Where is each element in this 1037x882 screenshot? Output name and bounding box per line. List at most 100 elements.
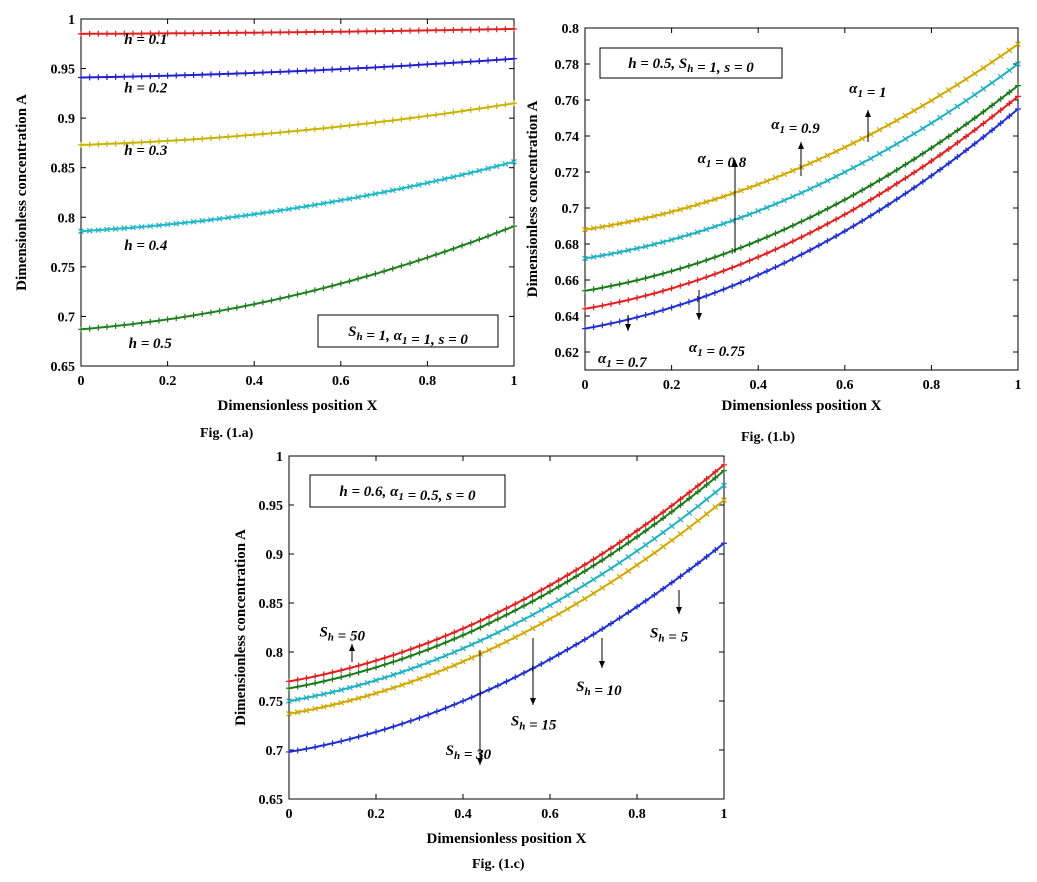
marker-b-4 — [885, 201, 892, 208]
parameter-box-c — [309, 474, 506, 508]
marker-a-3 — [511, 158, 517, 165]
marker-a-2 — [225, 133, 232, 140]
marker-b-4 — [789, 255, 796, 262]
marker-a-4 — [337, 280, 344, 287]
x-tick-label-b: 1 — [1015, 378, 1022, 393]
marker-a-4 — [190, 312, 197, 319]
marker-c-3 — [407, 678, 414, 685]
marker-c-4 — [607, 620, 614, 627]
marker-b-3 — [815, 225, 822, 232]
marker-b-0 — [971, 70, 978, 77]
marker-a-0 — [485, 26, 492, 33]
marker-c-0 — [486, 613, 493, 620]
marker-c-3 — [547, 615, 553, 622]
y-tick-label-a: 0.65 — [51, 360, 76, 375]
marker-c-0 — [625, 533, 632, 540]
marker-b-2 — [625, 279, 632, 286]
marker-b-3 — [850, 206, 857, 213]
marker-b-4 — [590, 324, 597, 331]
marker-b-1 — [755, 208, 762, 214]
y-axis-label-c: Dimensionless concentration A — [233, 529, 249, 726]
marker-c-1 — [503, 611, 510, 618]
marker-a-4 — [78, 326, 84, 333]
marker-a-4 — [129, 321, 136, 328]
marker-a-3 — [415, 181, 422, 188]
marker-b-3 — [963, 133, 970, 140]
marker-b-2 — [746, 241, 753, 248]
series-c-2 — [286, 482, 727, 704]
marker-c-4 — [581, 636, 588, 643]
marker-b-1 — [763, 204, 770, 211]
marker-b-1 — [582, 255, 588, 262]
marker-a-2 — [268, 130, 275, 137]
marker-a-4 — [138, 319, 145, 326]
marker-b-0 — [703, 199, 710, 205]
marker-b-2 — [841, 196, 848, 203]
marker-b-1 — [824, 177, 831, 184]
marker-c-3 — [599, 584, 606, 591]
marker-a-3 — [104, 226, 110, 233]
marker-b-1 — [928, 120, 935, 127]
marker-a-3 — [242, 212, 249, 219]
marker-c-3 — [503, 638, 510, 645]
marker-b-1 — [668, 236, 675, 243]
marker-a-0 — [285, 29, 292, 36]
marker-b-3 — [1006, 100, 1013, 107]
marker-c-4 — [381, 726, 388, 733]
marker-b-3 — [599, 302, 606, 309]
marker-b-2 — [772, 230, 779, 237]
marker-b-3 — [1015, 93, 1021, 100]
marker-c-4 — [564, 646, 571, 653]
marker-c-3 — [651, 550, 658, 556]
marker-b-3 — [954, 139, 961, 146]
marker-a-3 — [138, 223, 145, 230]
marker-c-4 — [573, 641, 580, 648]
marker-c-3 — [634, 562, 640, 568]
marker-b-2 — [824, 205, 831, 212]
marker-c-0 — [425, 639, 432, 646]
marker-c-3 — [494, 642, 501, 649]
marker-c-0 — [547, 582, 553, 589]
marker-c-2 — [364, 679, 371, 686]
marker-c-3 — [520, 629, 527, 636]
marker-a-0 — [398, 27, 405, 34]
series-a-3 — [78, 158, 517, 235]
marker-c-1 — [564, 578, 571, 585]
y-tick-label-b: 0.72 — [555, 166, 580, 181]
marker-b-3 — [893, 180, 900, 187]
marker-a-4 — [277, 295, 284, 302]
marker-b-0 — [642, 215, 649, 222]
marker-c-4 — [512, 674, 519, 681]
marker-b-2 — [963, 121, 970, 128]
marker-b-4 — [1015, 106, 1021, 112]
marker-c-1 — [668, 508, 675, 515]
marker-b-0 — [625, 218, 632, 225]
marker-a-3 — [147, 223, 154, 230]
marker-c-1 — [642, 527, 649, 534]
marker-a-3 — [363, 192, 370, 199]
marker-b-3 — [902, 175, 909, 182]
marker-a-4 — [433, 251, 440, 258]
marker-c-1 — [329, 676, 336, 683]
marker-a-2 — [207, 135, 214, 142]
marker-c-2 — [520, 616, 527, 623]
marker-b-3 — [824, 220, 831, 227]
series-annotation-a-2: h = 0.3 — [124, 143, 168, 159]
marker-a-3 — [346, 195, 353, 202]
marker-b-1 — [746, 211, 753, 218]
marker-c-1 — [703, 481, 710, 488]
marker-b-0 — [772, 174, 779, 181]
marker-c-2 — [634, 548, 640, 554]
marker-b-0 — [841, 144, 848, 151]
series-c-4 — [286, 540, 727, 755]
marker-b-2 — [616, 281, 623, 288]
marker-a-3 — [355, 194, 362, 201]
x-tick-label-b: 0.4 — [749, 378, 767, 393]
marker-c-2 — [294, 696, 301, 703]
marker-c-4 — [312, 744, 319, 751]
marker-c-0 — [503, 605, 510, 612]
marker-b-0 — [1015, 41, 1021, 48]
marker-a-1 — [129, 73, 136, 80]
marker-b-3 — [841, 211, 848, 218]
marker-c-1 — [346, 671, 353, 678]
